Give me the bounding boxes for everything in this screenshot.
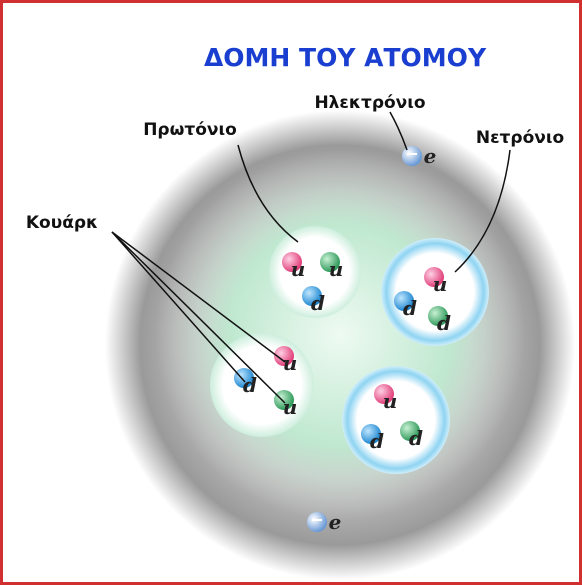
electron-symbol: e: [329, 510, 342, 534]
electron: [402, 146, 422, 166]
quark-symbol: d: [311, 291, 325, 315]
electron-symbol: e: [424, 144, 437, 168]
quark-symbol: u: [383, 389, 398, 413]
neutron-label: Νετρόνιο: [476, 128, 564, 148]
quark-symbol: d: [370, 429, 384, 453]
quark-symbol: u: [433, 272, 448, 296]
nucleon: [342, 366, 450, 474]
electron-label: Ηλεκτρόνιο: [314, 93, 425, 113]
quark-symbol: d: [243, 373, 257, 397]
quark-symbol: d: [403, 296, 417, 320]
quark-symbol: d: [437, 311, 451, 335]
proton-label: Πρωτόνιο: [143, 120, 237, 140]
quark-symbol: u: [291, 257, 306, 281]
quark-label: Κουάρκ: [26, 213, 98, 233]
quark-symbol: u: [283, 395, 298, 419]
quark-symbol: u: [283, 351, 298, 375]
electron: [307, 512, 327, 532]
quark-symbol: u: [329, 257, 344, 281]
nucleon: [210, 333, 314, 437]
atom-diagram: ΔΟΜΗ ΤΟΥ ΑΤΟΜΟΥ uududduduuddee Πρωτόνιο …: [0, 0, 582, 585]
quark-symbol: d: [409, 426, 423, 450]
nucleus-area: [155, 150, 525, 520]
title: ΔΟΜΗ ΤΟΥ ΑΤΟΜΟΥ: [204, 43, 487, 72]
